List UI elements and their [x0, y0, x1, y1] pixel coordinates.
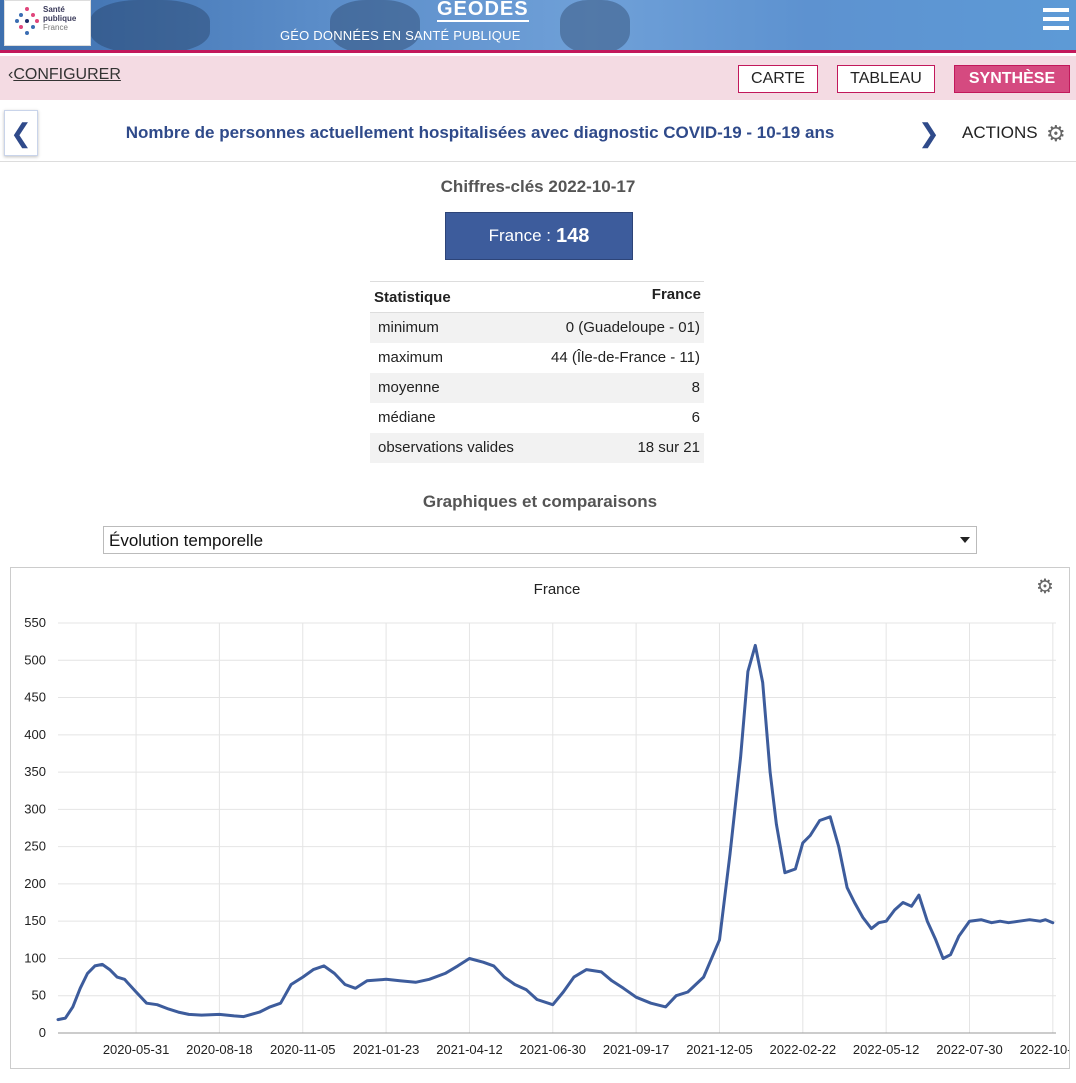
y-tick-label: 150: [24, 913, 46, 928]
x-tick-label: 2021-04-12: [436, 1042, 503, 1057]
stat-name: moyenne: [370, 372, 532, 403]
stat-value: 8: [531, 372, 704, 403]
header-banner: Santé publique France GÉODES GÉO DONNÉES…: [0, 0, 1076, 53]
y-tick-label: 450: [24, 690, 46, 705]
logo-text: Santé publique France: [43, 5, 77, 32]
graph-type-select[interactable]: Évolution temporelle: [103, 526, 977, 554]
x-tick-label: 2021-09-17: [603, 1042, 670, 1057]
stat-name: minimum: [370, 312, 532, 343]
hamburger-icon[interactable]: [1043, 8, 1069, 34]
y-tick-label: 200: [24, 876, 46, 891]
x-tick-label: 2020-05-31: [103, 1042, 170, 1057]
key-figure-label: France :: [488, 226, 551, 245]
sante-publique-logo[interactable]: Santé publique France: [4, 0, 91, 46]
y-tick-label: 300: [24, 801, 46, 816]
configurer-label: CONFIGURER: [13, 66, 121, 83]
y-tick-label: 50: [32, 988, 46, 1003]
gear-icon[interactable]: ⚙: [1036, 576, 1054, 598]
chart-container: [10, 567, 1070, 1069]
indicator-title: Nombre de personnes actuellement hospita…: [125, 123, 835, 142]
x-tick-label: 2022-05-12: [853, 1042, 920, 1057]
y-tick-label: 100: [24, 950, 46, 965]
column-header-statistique: Statistique: [370, 281, 532, 313]
banner-photo-shade: [90, 0, 210, 50]
x-tick-label: 2021-12-05: [686, 1042, 753, 1057]
series-line-france: [56, 643, 1055, 1022]
x-tick-label: 2022-02-22: [770, 1042, 837, 1057]
chevron-left-icon: ❮: [10, 117, 32, 148]
graph-type-selected-value: Évolution temporelle: [109, 531, 264, 550]
graphs-section-title: Graphiques et comparaisons: [422, 492, 658, 511]
x-tick-label: 2021-06-30: [520, 1042, 587, 1057]
chevron-left-icon: ‹: [8, 66, 14, 83]
indicator-title-row: ❮ Nombre de personnes actuellement hospi…: [0, 100, 1076, 162]
x-tick-label: 2020-11-05: [270, 1042, 336, 1057]
y-tick-label: 0: [39, 1025, 46, 1040]
key-figure-value: 148: [555, 224, 590, 247]
y-tick-label: 250: [24, 839, 46, 854]
x-tick-label: 2022-07-30: [936, 1042, 1003, 1057]
y-tick-label: 400: [24, 727, 46, 742]
dropdown-caret-icon: [960, 537, 970, 543]
banner-photo-shade: [330, 0, 420, 50]
stats-table: Statistique France minimum 0 (Guadeloupe…: [370, 281, 704, 463]
chart-title: France: [534, 581, 581, 598]
gear-icon[interactable]: ⚙: [1046, 121, 1066, 146]
stat-value: 6: [691, 409, 700, 426]
nav-bar: ‹CONFIGURER CARTE TABLEAU SYNTHÈSE: [0, 56, 1076, 100]
stat-name: médiane: [378, 409, 436, 426]
table-row: minimum 0 (Guadeloupe - 01): [370, 312, 704, 343]
stat-value: 0 (Guadeloupe - 01): [531, 312, 704, 343]
line-chart: France 0 50 100 150 200 250 300 350 400 450 500 550 2…: [24, 581, 1069, 1057]
table-row: maximum 44 (Île-de-France - 11): [370, 343, 704, 373]
previous-indicator-button[interactable]: ❮: [4, 110, 38, 156]
key-figures-title: Chiffres-clés 2022-10-17: [440, 177, 636, 196]
tab-tableau[interactable]: TABLEAU: [837, 65, 935, 93]
x-tick-label: 2021-01-23: [353, 1042, 420, 1057]
table-row: médiane 6: [370, 403, 704, 433]
configurer-link[interactable]: ‹CONFIGURER: [8, 66, 121, 84]
x-tick-label: 2020-08-18: [186, 1042, 253, 1057]
table-row: moyenne 8: [370, 372, 704, 403]
stat-value: 18 sur 21: [531, 432, 704, 463]
column-header-france: France: [531, 281, 704, 313]
stat-name: observations valides: [370, 432, 532, 463]
x-tick-label: 2022-10-17: [1020, 1042, 1069, 1057]
tab-synthese[interactable]: SYNTHÈSE: [954, 65, 1070, 93]
banner-photo-shade: [560, 0, 630, 50]
y-tick-label: 500: [24, 652, 46, 667]
chevron-right-icon[interactable]: ❯: [918, 118, 940, 148]
y-tick-label: 550: [24, 615, 46, 630]
actions-menu[interactable]: ACTIONS: [962, 123, 1038, 142]
table-header-row: Statistique France: [370, 281, 704, 313]
brand-title: GÉODES: [437, 0, 529, 22]
table-row: observations valides 18 sur 21: [370, 432, 704, 463]
tab-carte[interactable]: CARTE: [738, 65, 818, 93]
logo-dots-icon: [15, 7, 39, 37]
brand-subtitle: GÉO DONNÉES EN SANTÉ PUBLIQUE: [280, 28, 521, 43]
stat-name: maximum: [378, 349, 444, 366]
y-tick-label: 350: [24, 764, 46, 779]
key-figure-box: France : 148: [445, 212, 633, 260]
stat-value: 44 (Île-de-France - 11): [551, 349, 700, 366]
